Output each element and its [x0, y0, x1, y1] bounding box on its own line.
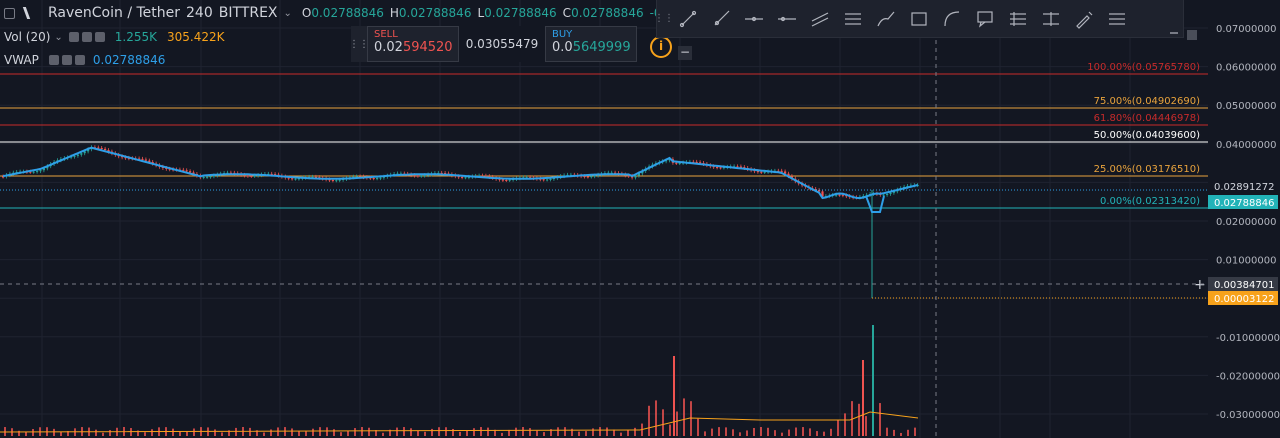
- sell-label: SELL: [374, 29, 398, 40]
- crosshair: [0, 0, 1208, 438]
- fib-level-label: 75.00%(0.04902690): [1094, 96, 1200, 107]
- symbol-title[interactable]: RavenCoin / Tether: [48, 5, 181, 21]
- sell-price-suffix: 594520: [402, 40, 453, 55]
- vwap-legend: VWAP 0.02788846: [4, 53, 165, 67]
- volume-label[interactable]: Vol (20): [4, 30, 51, 44]
- vwap-line: [2, 146, 918, 213]
- fib-retracement-icon[interactable]: [836, 0, 869, 38]
- trade-panel: ⋮⋮ SELL 0.02594520 0.03055479 BUY 0.0564…: [349, 26, 637, 62]
- price-tick-label: -0.02000000: [1216, 371, 1280, 382]
- callout-icon[interactable]: [968, 0, 1001, 38]
- ohlc-open-value: 0.02788846: [311, 6, 384, 20]
- close-icon[interactable]: [94, 32, 105, 42]
- fib-level-label: 61.80%(0.04446978): [1094, 113, 1200, 124]
- ohlc-close-value: 0.02788846: [571, 6, 644, 20]
- horizontal-ray-icon[interactable]: [770, 0, 803, 38]
- spread-price: 0.03055479: [459, 26, 545, 62]
- gear-icon[interactable]: [81, 32, 92, 42]
- maximize-icon[interactable]: [1170, 32, 1178, 40]
- info-icon[interactable]: i: [650, 36, 672, 58]
- horizontal-line-icon[interactable]: [737, 0, 770, 38]
- buy-price-suffix: 5649999: [572, 40, 631, 55]
- buy-label: BUY: [552, 29, 573, 40]
- price-tick-label: -0.01000000: [1216, 333, 1280, 344]
- low-price-label: 0.00003122: [1214, 294, 1274, 305]
- fib-level-label: 50.00%(0.04039600): [1094, 130, 1200, 141]
- chevron-down-icon[interactable]: ⌄: [54, 31, 63, 43]
- pen-icon[interactable]: [1067, 0, 1100, 38]
- sell-price-prefix: 0.02: [374, 40, 403, 55]
- price-tick-label: 0.01000000: [1216, 256, 1276, 267]
- price-tick-label: -0.03000000: [1216, 410, 1280, 421]
- volume-value: 1.255K: [114, 30, 158, 44]
- pane-controls: [1170, 30, 1198, 43]
- ohlc-low-value: 0.02788846: [484, 6, 557, 20]
- drawing-toolbar: ⋮⋮: [654, 0, 1184, 38]
- price-tick-label: 0.07000000: [1216, 24, 1276, 35]
- price-candles: [2, 145, 919, 298]
- ohlc-close-key: C: [562, 6, 572, 20]
- chart-type-icon[interactable]: [22, 7, 43, 19]
- trend-line-icon[interactable]: [671, 0, 704, 38]
- brush-icon[interactable]: [869, 0, 902, 38]
- plus-icon[interactable]: +: [1194, 277, 1206, 293]
- ohlc-high-key: H: [389, 6, 399, 20]
- ohlc-low-key: L: [477, 6, 485, 20]
- symbol-legend: RavenCoin / Tether 240 BITTREX ⌄ O 0.0278…: [0, 5, 679, 21]
- ohlc-high-value: 0.02788846: [398, 6, 472, 20]
- parallel-channel-icon[interactable]: [803, 0, 836, 38]
- collapse-pane-icon[interactable]: [1187, 30, 1198, 40]
- close-icon[interactable]: [74, 55, 85, 65]
- drag-handle-icon[interactable]: ⋮⋮: [654, 13, 674, 24]
- rectangle-icon[interactable]: [902, 0, 935, 38]
- fib-retracement[interactable]: 100.00%(0.05765780) 75.00%(0.04902690) 61.…: [0, 62, 1208, 209]
- buy-price-prefix: 0.0: [552, 40, 573, 55]
- ohlc-open-key: O: [301, 6, 312, 20]
- minus-icon[interactable]: −: [678, 45, 692, 60]
- eye-icon[interactable]: [68, 32, 79, 42]
- sell-button[interactable]: SELL 0.02594520: [367, 26, 459, 62]
- vwap-price-label: 0.02891272: [1214, 182, 1274, 193]
- fib-level-label: 100.00%(0.05765780): [1087, 62, 1200, 73]
- ray-icon[interactable]: [704, 0, 737, 38]
- price-tick-label: 0.02000000: [1216, 217, 1276, 228]
- volume-bars: [0, 325, 919, 436]
- menu-icon[interactable]: [1100, 0, 1133, 38]
- price-tick-label: 0.05000000: [1216, 101, 1276, 112]
- vwap-value: 0.02788846: [92, 53, 166, 67]
- eye-icon[interactable]: [48, 55, 59, 65]
- short-position-icon[interactable]: [1034, 0, 1067, 38]
- symbol-interval[interactable]: 240: [186, 5, 213, 21]
- buy-button[interactable]: BUY 0.05649999: [545, 26, 637, 62]
- vwap-label[interactable]: VWAP: [4, 53, 39, 67]
- volume-legend: Vol (20) ⌄ 1.255K 305.422K: [4, 30, 225, 44]
- crosshair-price-label: 0.00384701: [1214, 280, 1274, 291]
- current-price-label: 0.02788846: [1214, 198, 1274, 209]
- price-tick-label: 0.06000000: [1216, 63, 1276, 74]
- drag-handle-icon[interactable]: ⋮⋮: [349, 26, 369, 62]
- collapse-icon[interactable]: [4, 7, 15, 19]
- gear-icon[interactable]: [61, 55, 72, 65]
- chart-grid: [0, 0, 1208, 438]
- fib-level-label: 0.00%(0.02313420): [1100, 196, 1200, 207]
- volume-ma-value: 305.422K: [167, 30, 225, 44]
- arc-icon[interactable]: [935, 0, 968, 38]
- symbol-exchange[interactable]: BITTREX: [218, 5, 278, 21]
- fib-level-label: 25.00%(0.03176510): [1094, 164, 1200, 175]
- long-position-icon[interactable]: [1001, 0, 1034, 38]
- price-tick-label: 0.04000000: [1216, 140, 1276, 151]
- chevron-down-icon[interactable]: ⌄: [283, 7, 292, 19]
